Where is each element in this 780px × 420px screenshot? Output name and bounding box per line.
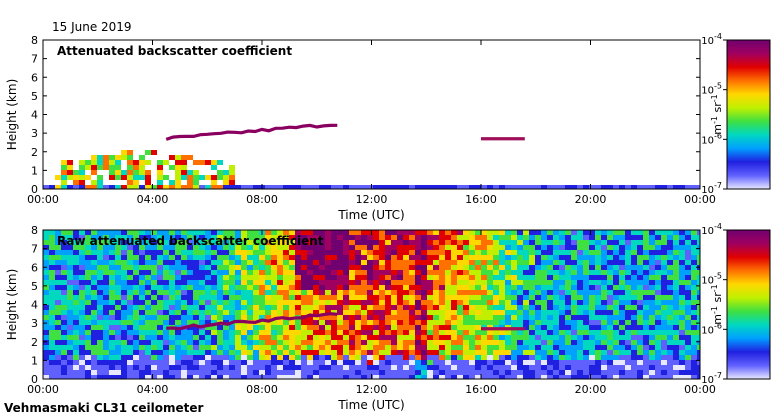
date-label: 15 June 2019	[52, 20, 132, 34]
x-tick-label: 12:00	[356, 383, 388, 396]
y-tick-label: 2	[31, 336, 38, 349]
y-tick-label: 2	[31, 146, 38, 159]
colorbar-tick-label: 10-4	[701, 32, 722, 47]
y-tick-label: 7	[31, 53, 38, 66]
heatmap-field	[43, 230, 700, 379]
colorbar-tick-label: 10-4	[701, 222, 722, 237]
x-tick-label: 16:00	[465, 193, 497, 206]
y-tick-label: 6	[31, 261, 38, 274]
plot-area	[43, 40, 700, 189]
y-tick-label: 0	[31, 373, 38, 386]
panel-top: 0 1 2 3 4 5 6 7 8 00:00 04:00 08:00 12:00 16:00 20:00 0…	[5, 32, 771, 222]
colorbar	[726, 229, 771, 380]
panel-title: Attenuated backscatter coefficient	[57, 44, 292, 58]
y-tick-label: 4	[31, 299, 38, 312]
y-tick-label: 8	[31, 34, 38, 47]
x-tick-label: 00:00	[684, 193, 716, 206]
y-axis-label: Height (km)	[5, 269, 19, 340]
y-tick-label: 3	[31, 127, 38, 140]
x-tick-label: 08:00	[246, 193, 278, 206]
y-tick-label: 5	[31, 90, 38, 103]
y-tick-label: 1	[31, 164, 38, 177]
x-axis-label: Time (UTC)	[337, 208, 404, 222]
y-tick-label: 0	[31, 183, 38, 196]
panel-title: Raw attenuated backscatter coefficient	[57, 234, 324, 248]
x-tick-label: 00:00	[27, 193, 59, 206]
colorbar-unit-label: m-1 sr-1	[710, 94, 724, 134]
x-axis-label: Time (UTC)	[337, 398, 404, 412]
y-axis-label: Height (km)	[5, 79, 19, 150]
elevated-layer-mark	[165, 123, 338, 141]
colorbar	[726, 39, 771, 190]
colorbar-unit-label: m-1 sr-1	[710, 284, 724, 324]
y-tick-label: 5	[31, 280, 38, 293]
y-tick-label: 8	[31, 224, 38, 237]
x-tick-label: 16:00	[465, 383, 497, 396]
colorbar-tick-label: 10-7	[701, 371, 722, 386]
x-tick-label: 00:00	[684, 383, 716, 396]
x-tick-label: 12:00	[356, 193, 388, 206]
y-tick-label: 3	[31, 317, 38, 330]
x-tick-label: 04:00	[137, 383, 169, 396]
x-tick-label: 04:00	[137, 193, 169, 206]
instrument-label: Vehmasmaki CL31 ceilometer	[4, 401, 204, 415]
y-tick-label: 6	[31, 71, 38, 84]
y-tick-label: 4	[31, 109, 38, 122]
x-tick-label: 20:00	[575, 383, 607, 396]
elevated-layer-mark	[166, 312, 338, 331]
x-tick-label: 20:00	[575, 193, 607, 206]
panel-bottom: 0 1 2 3 4 5 6 7 8 00:00 04:00 08:00 12:00 16:00 20:00 0…	[5, 222, 771, 412]
y-tick-label: 7	[31, 243, 38, 256]
y-tick-label: 1	[31, 354, 38, 367]
x-tick-label: 00:00	[27, 383, 59, 396]
x-tick-label: 08:00	[246, 383, 278, 396]
heatmap-field	[43, 150, 700, 189]
colorbar-tick-label: 10-7	[701, 181, 722, 196]
